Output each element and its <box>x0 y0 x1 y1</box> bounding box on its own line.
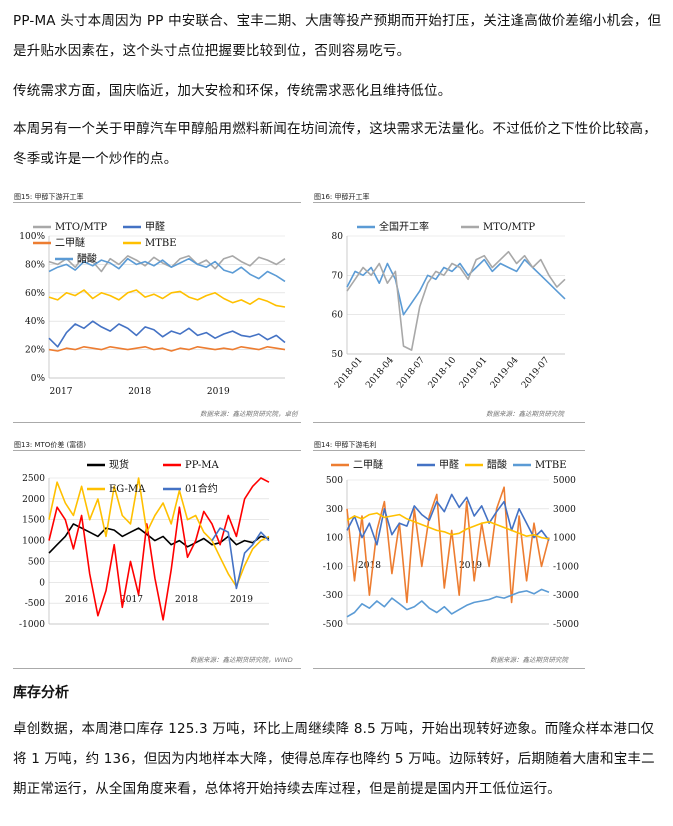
y-tick-label-right: -5000 <box>553 620 579 630</box>
divider <box>13 422 301 423</box>
source-note: 数据来源：鑫达期货研究院，WIND <box>190 656 293 664</box>
paragraph-2: 传统需求方面，国庆临近，加大安检和环保，传统需求恶化且维持低位。 <box>13 83 452 99</box>
series-line <box>48 477 270 621</box>
paragraph-1: PP-MA 头寸本周因为 PP 中安联合、宝丰二期、大唐等投产预期而开始打压，关… <box>13 13 662 59</box>
x-tick-label: 2019 <box>459 561 482 571</box>
legend-label: MTO/MTP <box>483 222 535 233</box>
legend-label: MTBE <box>535 460 567 471</box>
y-tick-label: 0% <box>31 374 46 384</box>
divider <box>313 422 585 423</box>
y-tick-label: -500 <box>25 599 45 609</box>
y-tick-label: -300 <box>323 591 343 601</box>
y-tick-label: 80 <box>332 232 344 242</box>
y-tick-label: 50 <box>332 350 344 360</box>
series-line <box>48 257 286 283</box>
y-tick-label: -500 <box>323 620 343 630</box>
y-tick-label: 60 <box>332 311 344 321</box>
legend-label: 醋酸 <box>487 458 507 471</box>
y-tick-label: 500 <box>28 557 45 567</box>
series-line <box>48 255 286 273</box>
x-tick-label: 2018 <box>175 595 198 605</box>
chart-fig13: -1000 -500 0 500 1000 1500 2000 2500 2016 2017 201… <box>19 458 270 630</box>
legend-label: PP-MA <box>185 460 220 471</box>
figure-15-caption: 图15: 甲醇下游开工率 <box>14 193 84 201</box>
legend-label: 01合约 <box>185 482 218 495</box>
divider <box>13 202 301 203</box>
y-tick-label: 1000 <box>22 537 45 547</box>
y-tick-label-right: -1000 <box>553 562 579 572</box>
legend-label: 现货 <box>109 458 129 471</box>
x-tick-label: 2019 <box>207 387 230 397</box>
source-note: 数据来源：鑫达期货研究院，卓创 <box>200 410 298 418</box>
series-line <box>48 289 286 308</box>
x-tick-label: 2018-07 <box>395 355 427 390</box>
x-tick-label: 2017 <box>50 387 73 397</box>
legend-label: 甲醛 <box>145 220 165 233</box>
x-tick-label: 2016 <box>65 595 88 605</box>
series-line <box>346 512 550 540</box>
divider <box>13 668 301 669</box>
x-tick-label: 2018-10 <box>427 355 459 390</box>
legend-label: 醋酸 <box>77 252 97 265</box>
y-tick-label: 80% <box>25 260 45 270</box>
chart-fig14: -500 -300 -100 100 300 500 -5000 -3000 -1000 1000… <box>323 458 579 630</box>
x-tick-label: 2018-01 <box>333 356 365 391</box>
y-tick-label: 2500 <box>22 474 45 484</box>
source-note: 数据来源：鑫达期货研究院 <box>490 656 568 664</box>
y-tick-label: 0 <box>39 578 45 588</box>
x-tick-label: 2019-07 <box>520 355 552 390</box>
series-line <box>346 250 566 351</box>
chart-fig15: 0% 20% 40% 60% 80% 100% 2017 2018 2019 MTO/MTP 甲醛二… <box>19 220 286 397</box>
series-line <box>48 477 270 588</box>
divider <box>13 450 301 451</box>
y-tick-label-right: 3000 <box>553 505 576 515</box>
figure-14-caption: 图14: 甲醇下游毛利 <box>314 441 377 449</box>
y-tick-label: 1500 <box>22 516 45 526</box>
series-line <box>48 346 286 352</box>
y-tick-label: 60% <box>25 289 45 299</box>
x-tick-label: 2018 <box>358 561 381 571</box>
y-tick-label-right: 1000 <box>553 534 576 544</box>
series-line <box>211 527 270 590</box>
divider <box>313 202 585 203</box>
y-tick-label: 40% <box>25 317 45 327</box>
paragraph-4: 卓创数据，本周港口库存 125.3 万吨，环比上周继续降 8.5 万吨，开始出现… <box>13 721 655 797</box>
y-tick-label-right: -3000 <box>553 591 579 601</box>
y-tick-label: 100 <box>326 534 343 544</box>
y-tick-label: 500 <box>326 476 343 486</box>
legend-label: 二甲醚 <box>55 236 85 249</box>
series-line <box>346 493 550 546</box>
y-tick-label: 20% <box>25 346 45 356</box>
y-tick-label-right: 5000 <box>553 476 576 486</box>
x-tick-label: 2019-01 <box>458 356 490 391</box>
x-tick-label: 2019 <box>230 595 253 605</box>
legend-label: MTO/MTP <box>55 222 107 233</box>
legend-label: MTBE <box>145 238 177 249</box>
y-tick-label: 100% <box>19 232 45 242</box>
y-tick-label: -100 <box>323 562 343 572</box>
legend-label: EG-MA <box>109 484 146 495</box>
figure-13-caption: 图13: MTO价差 (富德) <box>14 441 87 449</box>
y-tick-label: 2000 <box>22 495 45 505</box>
section-title: 库存分析 <box>13 685 69 701</box>
legend-label: 全国开工率 <box>379 220 429 233</box>
divider <box>313 450 585 451</box>
legend-label: 甲醛 <box>439 458 459 471</box>
x-tick-label: 2019-04 <box>489 355 521 390</box>
x-tick-label: 2018-04 <box>364 355 396 390</box>
paragraph-3: 本周另有一个关于甲醇汽车甲醇船用燃料新闻在坊间流传，这块需求无法量化。不过低价之… <box>13 121 657 167</box>
x-tick-label: 2018 <box>128 387 151 397</box>
y-tick-label: -1000 <box>19 620 45 630</box>
source-note: 数据来源：鑫达期货研究院 <box>486 410 564 418</box>
y-tick-label: 70 <box>332 271 344 281</box>
series-line <box>346 588 550 618</box>
x-tick-label: 2017 <box>120 595 143 605</box>
series-line <box>48 320 286 348</box>
series-line <box>48 523 270 554</box>
legend-label: 二甲醚 <box>353 458 383 471</box>
y-tick-label: 300 <box>326 505 343 515</box>
divider <box>313 668 585 669</box>
figure-16-caption: 图16: 甲醇开工率 <box>314 193 370 201</box>
